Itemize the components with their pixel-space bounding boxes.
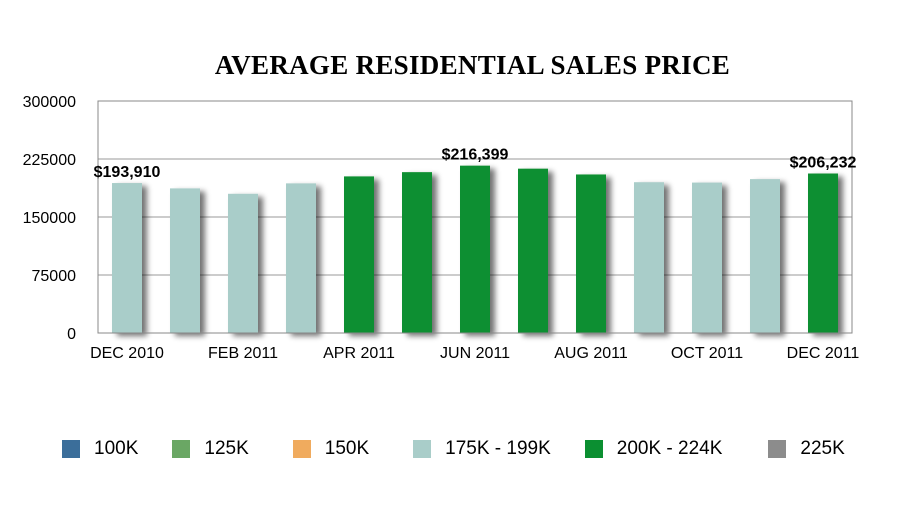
chart-legend: 100K 125K 150K 175K - 199K 200K - 224K 225K xyxy=(62,438,845,460)
bar-apr-2011 xyxy=(344,176,374,333)
x-axis-ticks: DEC 2010 FEB 2011 APR 2011 JUN 2011 AUG 2011… xyxy=(90,345,859,362)
legend-label: 125K xyxy=(204,438,249,459)
bar-dec-2011 xyxy=(808,173,838,333)
x-tick-label: FEB 2011 xyxy=(208,345,278,362)
plot-area-frame xyxy=(97,100,853,334)
bar-jul-2011 xyxy=(518,168,548,333)
chart-title: AVERAGE RESIDENTIAL SALES PRICE xyxy=(214,50,731,80)
legend-item: 200K - 224K xyxy=(584,438,723,460)
legend-label: 200K - 224K xyxy=(616,438,723,459)
bar-nov-2011 xyxy=(750,179,780,333)
bar-aug-2011 xyxy=(576,174,606,333)
y-tick-label: 0 xyxy=(67,326,76,343)
legend-label: 100K xyxy=(94,438,139,459)
bar-sep-2011 xyxy=(634,182,664,333)
bar-jan-2011 xyxy=(170,188,200,333)
legend-item: 175K - 199K xyxy=(413,438,551,460)
y-tick-label: 75000 xyxy=(32,268,77,285)
data-labels: $193,910 $216,399 $206,232 xyxy=(94,147,857,181)
x-tick-label: OCT 2011 xyxy=(671,345,743,362)
legend-item: 100K xyxy=(62,438,138,460)
legend-item: 225K xyxy=(768,438,845,460)
data-label: $216,399 xyxy=(442,147,509,164)
bar-feb-2011 xyxy=(228,193,258,333)
y-tick-label: 225000 xyxy=(23,152,76,169)
legend-swatch xyxy=(172,440,191,458)
legend-item: 125K xyxy=(172,438,249,460)
bar-oct-2011 xyxy=(692,182,722,333)
y-tick-label: 150000 xyxy=(23,210,76,227)
legend-swatch xyxy=(292,440,311,458)
legend-swatch xyxy=(62,440,80,458)
legend-label: 175K - 199K xyxy=(445,438,551,459)
bar-dec-2010 xyxy=(112,183,142,333)
bar-jun-2011 xyxy=(460,165,490,333)
legend-label: 225K xyxy=(800,438,845,459)
legend-swatch xyxy=(413,440,432,458)
x-tick-label: AUG 2011 xyxy=(554,345,628,362)
legend-swatch xyxy=(768,440,787,458)
bar-may-2011 xyxy=(402,172,432,333)
x-tick-label: JUN 2011 xyxy=(440,345,510,362)
data-label: $193,910 xyxy=(94,164,161,181)
data-label: $206,232 xyxy=(790,155,857,172)
legend-swatch xyxy=(584,440,603,458)
y-tick-label: 300000 xyxy=(23,94,76,111)
y-axis-ticks: 0 75000 150000 225000 300000 xyxy=(23,94,76,343)
legend-item: 150K xyxy=(292,438,370,460)
x-tick-label: APR 2011 xyxy=(323,345,395,362)
x-tick-label: DEC 2011 xyxy=(787,345,860,362)
bars xyxy=(112,165,838,333)
legend-label: 150K xyxy=(324,438,370,459)
x-tick-label: DEC 2010 xyxy=(90,345,164,362)
bar-mar-2011 xyxy=(286,183,316,333)
bar-chart: 0 75000 150000 225000 300000 DEC 2010 FEB 201… xyxy=(23,94,860,362)
